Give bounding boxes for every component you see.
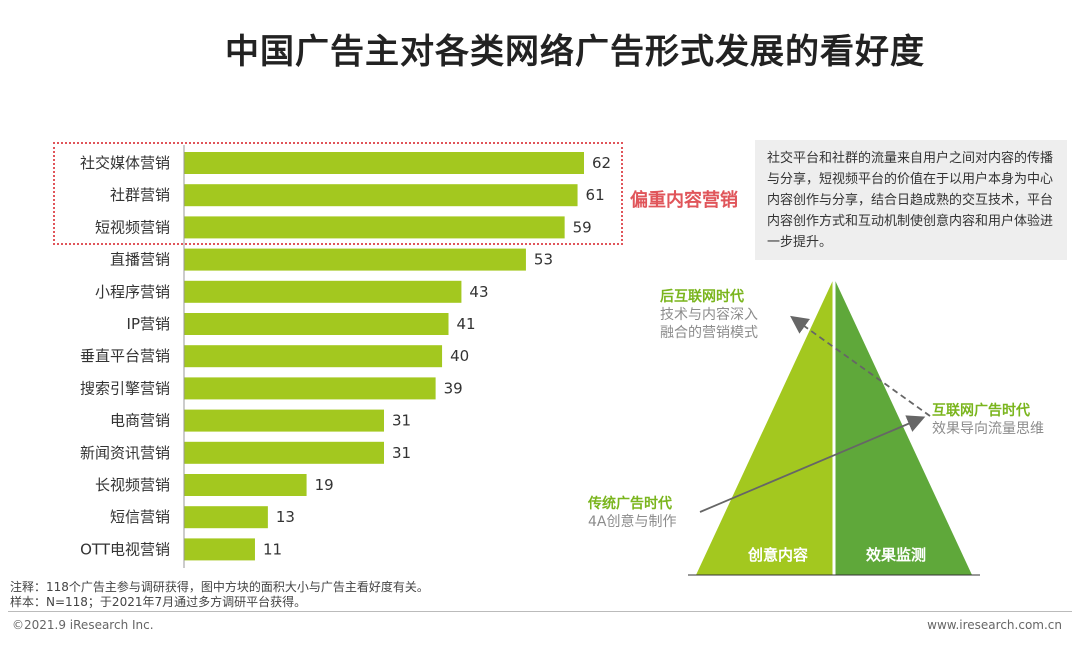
era-traditional-ad: 传统广告时代 4A创意与制作 [588,495,676,531]
category-label-11: 长视频营销 [95,476,170,494]
value-label-12: 13 [276,508,295,526]
bar-2 [184,184,578,207]
era-traditional-ad-title: 传统广告时代 [588,496,672,512]
category-label-12: 短信营销 [110,508,170,526]
bar-9 [184,409,384,432]
value-label-10: 31 [392,444,411,462]
value-label-9: 31 [392,412,411,430]
footer-divider [8,611,1072,612]
bar-13 [184,538,255,561]
description-box: 社交平台和社群的流量来自用户之间对内容的传播与分享，短视频平台的价值在于以用户本… [755,140,1067,260]
bar-3 [184,216,565,239]
value-label-4: 53 [534,251,553,269]
value-label-6: 41 [457,315,476,333]
bar-12 [184,506,268,529]
bar-1 [184,152,584,174]
highlight-box [53,142,623,245]
category-label-8: 搜索引擎营销 [80,379,170,397]
footer-copyright: ©2021.9 iResearch Inc. [12,618,154,632]
pyramid-right-label: 效果监测 [866,546,926,564]
era-post-internet-desc-2: 融合的营销模式 [660,325,758,341]
era-traditional-ad-desc: 4A创意与制作 [588,514,677,530]
arrow-internet-to-post-internet [790,315,931,417]
value-label-8: 39 [444,379,463,397]
category-label-5: 小程序营销 [95,283,170,301]
value-label-2: 61 [586,186,605,204]
highlight-label: 偏重内容营销 [630,190,738,211]
pyramid-diagram: 创意内容 效果监测 [688,278,980,576]
category-label-2: 社群营销 [110,186,170,204]
value-label-3: 59 [573,218,592,236]
bar-10 [184,441,384,464]
category-label-1: 社交媒体营销 [80,154,170,172]
bar-chart: 社交媒体营销 62 社群营销 61 短视频营销 59 直播营销 53 小程序营销 43 IP营销 41… [80,145,611,568]
category-label-9: 电商营销 [110,412,170,430]
value-label-13: 11 [263,540,282,558]
value-label-11: 19 [315,476,334,494]
value-label-5: 43 [469,283,488,301]
category-label-7: 垂直平台营销 [80,347,170,365]
footnote: 注释：118个广告主参与调研获得，图中方块的面积大小与广告主看好度有关。 样本：… [10,580,429,610]
category-label-6: IP营销 [127,315,170,333]
category-label-10: 新闻资讯营销 [80,444,170,462]
era-internet-ad-desc: 效果导向流量思维 [932,421,1044,437]
bar-6 [184,313,449,335]
pyramid-left-face [696,278,834,575]
arrow-traditional-to-internet [699,415,926,513]
footnote-line-2: 样本：N=118；于2021年7月通过多方调研平台获得。 [10,595,307,609]
category-label-3: 短视频营销 [95,218,170,236]
page-title: 中国广告主对各类网络广告形式发展的看好度 [225,32,925,72]
era-internet-ad-title: 互联网广告时代 [932,403,1030,419]
bar-7 [184,345,443,368]
era-post-internet: 后互联网时代 技术与内容深入 融合的营销模式 [660,288,758,342]
era-internet-ad: 互联网广告时代 效果导向流量思维 [932,402,1044,438]
bar-11 [184,474,307,496]
bar-8 [184,377,436,400]
value-label-7: 40 [450,347,469,365]
footer-website: www.iresearch.com.cn [927,618,1062,632]
value-label-1: 62 [592,154,611,172]
era-post-internet-desc-1: 技术与内容深入 [660,307,758,323]
category-label-13: OTT电视营销 [80,540,170,558]
bar-4 [184,248,526,271]
footnote-line-1: 注释：118个广告主参与调研获得，图中方块的面积大小与广告主看好度有关。 [10,580,429,594]
era-post-internet-title: 后互联网时代 [660,289,744,305]
category-label-4: 直播营销 [110,251,170,269]
bar-5 [184,280,462,303]
pyramid-left-label: 创意内容 [747,546,808,564]
